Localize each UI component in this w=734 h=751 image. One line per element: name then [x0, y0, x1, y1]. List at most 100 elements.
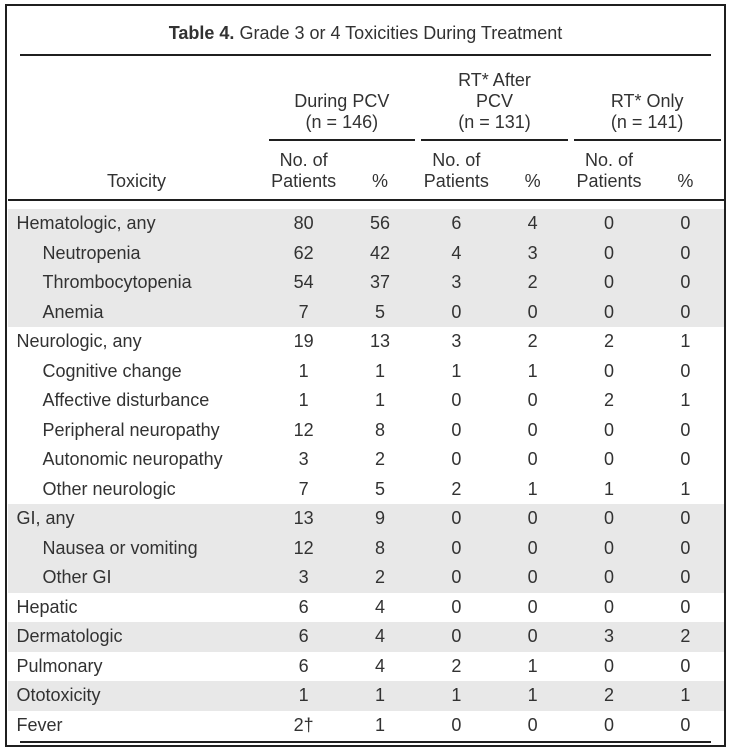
- value-cell: 0: [494, 622, 571, 652]
- value-cell: 1: [680, 331, 691, 352]
- value-cell: 4: [418, 238, 495, 268]
- table-row: Thrombocytopenia 54 37 3 2 0 0: [7, 268, 724, 298]
- value-cell: 1: [527, 360, 538, 381]
- table-row: Cognitive change 1 1 1 1 0 0: [8, 357, 724, 387]
- toxicity-label: Neurologic, any: [16, 331, 142, 352]
- value-cell: 9: [341, 504, 419, 534]
- value-cell: 0: [680, 449, 691, 470]
- table-title: Table 4. Grade 3 or 4 Toxicities During T…: [7, 22, 724, 44]
- value-cell: 0: [451, 714, 462, 735]
- column-group-label: RT* Only (n = 141): [610, 91, 684, 132]
- table-row: Fever 2† 1 0 0 0 0: [8, 711, 724, 741]
- value-cell: 8: [374, 419, 385, 440]
- value-cell: 4: [494, 209, 571, 239]
- value-cell: 0: [527, 390, 538, 411]
- value-cell: 0: [570, 238, 648, 268]
- value-cell: 1: [418, 681, 495, 711]
- toxicity-label: Hematologic, any: [7, 209, 266, 239]
- toxicity-label: Peripheral neuropathy: [42, 419, 220, 440]
- value-cell: 1: [451, 360, 462, 381]
- value-cell: 1: [374, 714, 385, 735]
- value-cell: 0: [647, 504, 724, 534]
- bottom-rule: [20, 741, 711, 743]
- toxicity-label: Cognitive change: [42, 360, 182, 381]
- toxicity-label: Nausea or vomiting: [7, 533, 266, 563]
- toxicity-label: GI, any: [7, 504, 266, 534]
- toxicity-label: Hepatic: [16, 596, 78, 617]
- value-cell: 0: [527, 419, 538, 440]
- title-rule: [20, 54, 711, 56]
- value-cell: 0: [680, 360, 691, 381]
- value-cell: 0: [527, 596, 538, 617]
- value-cell: 1: [527, 478, 538, 499]
- value-cell: 62: [265, 238, 342, 268]
- value-cell: 0: [418, 622, 495, 652]
- toxicity-label: Ototoxicity: [7, 681, 266, 711]
- percent-column-header: %: [341, 141, 419, 201]
- column-group-header: During PCV (n = 146): [266, 56, 419, 141]
- value-cell: 19: [293, 331, 314, 352]
- toxicity-label: Other neurologic: [42, 478, 176, 499]
- percent-column-header: %: [647, 141, 724, 201]
- value-cell: 37: [341, 268, 419, 298]
- value-cell: 0: [647, 533, 724, 563]
- value-cell: 0: [603, 714, 614, 735]
- column-group-header: RT* After PCV (n = 131): [418, 56, 571, 141]
- value-cell: 0: [527, 449, 538, 470]
- value-cell: 1: [680, 390, 691, 411]
- value-cell: 12: [293, 419, 314, 440]
- toxicity-label: Pulmonary: [16, 655, 103, 676]
- table-row: Neutropenia 62 42 4 3 0 0: [7, 238, 724, 268]
- value-cell: 0: [570, 297, 648, 327]
- table-row: Hematologic, any 80 56 6 4 0 0: [7, 209, 724, 239]
- value-cell: 0: [494, 563, 571, 593]
- value-cell: 2: [603, 390, 614, 411]
- value-cell: 1: [374, 390, 385, 411]
- group-underline: [268, 139, 416, 141]
- value-cell: 0: [494, 297, 571, 327]
- value-cell: 2: [570, 681, 648, 711]
- subheader-row: Toxicity No. of Patients% No. of Patients…: [7, 141, 724, 201]
- value-cell: 2: [494, 268, 571, 298]
- value-cell: 0: [647, 297, 724, 327]
- column-group-label: RT* After PCV (n = 131): [458, 70, 531, 132]
- value-cell: 3: [494, 238, 571, 268]
- value-cell: 6: [265, 622, 342, 652]
- table-row: Neurologic, any 19 13 3 2 2 1: [8, 327, 724, 357]
- value-cell: 0: [603, 360, 614, 381]
- value-cell: 1: [341, 681, 419, 711]
- value-cell: 0: [570, 504, 648, 534]
- value-cell: 1: [298, 360, 309, 381]
- value-cell: 4: [374, 596, 385, 617]
- group-header-row: During PCV (n = 146) RT* After PCV (n = 1…: [8, 56, 724, 141]
- value-cell: 1: [298, 390, 309, 411]
- toxicity-label: Fever: [16, 714, 63, 735]
- value-cell: 1: [494, 681, 571, 711]
- toxicity-label: Anemia: [7, 297, 266, 327]
- value-cell: 2: [451, 655, 462, 676]
- value-cell: 12: [265, 533, 342, 563]
- value-cell: 6: [298, 596, 309, 617]
- table-row: Nausea or vomiting 12 8 0 0 0 0: [7, 533, 724, 563]
- value-cell: 0: [451, 419, 462, 440]
- value-cell: 0: [418, 533, 495, 563]
- group-underline: [573, 139, 721, 141]
- table-row: Hepatic 6 4 0 0 0 0: [8, 593, 724, 623]
- value-cell: 13: [369, 331, 390, 352]
- value-cell: 0: [418, 297, 495, 327]
- table-header: During PCV (n = 146) RT* After PCV (n = 1…: [7, 56, 724, 201]
- table-row: Anemia 7 5 0 0 0 0: [7, 297, 724, 327]
- table-row: Other neurologic 7 5 2 1 1 1: [8, 475, 724, 505]
- group-header-spacer: [8, 56, 266, 141]
- value-cell: 0: [647, 563, 724, 593]
- table-row: Dermatologic 6 4 0 0 3 2: [7, 622, 724, 652]
- value-cell: 5: [341, 297, 419, 327]
- column-group-label: During PCV (n = 146): [294, 91, 390, 132]
- value-cell: 13: [265, 504, 342, 534]
- toxicity-label: Autonomic neuropathy: [42, 449, 223, 470]
- value-cell: 54: [265, 268, 342, 298]
- toxicity-label: Affective disturbance: [42, 390, 210, 411]
- value-cell: 0: [647, 268, 724, 298]
- table-frame: Table 4. Grade 3 or 4 Toxicities During T…: [5, 4, 726, 747]
- value-cell: 0: [494, 533, 571, 563]
